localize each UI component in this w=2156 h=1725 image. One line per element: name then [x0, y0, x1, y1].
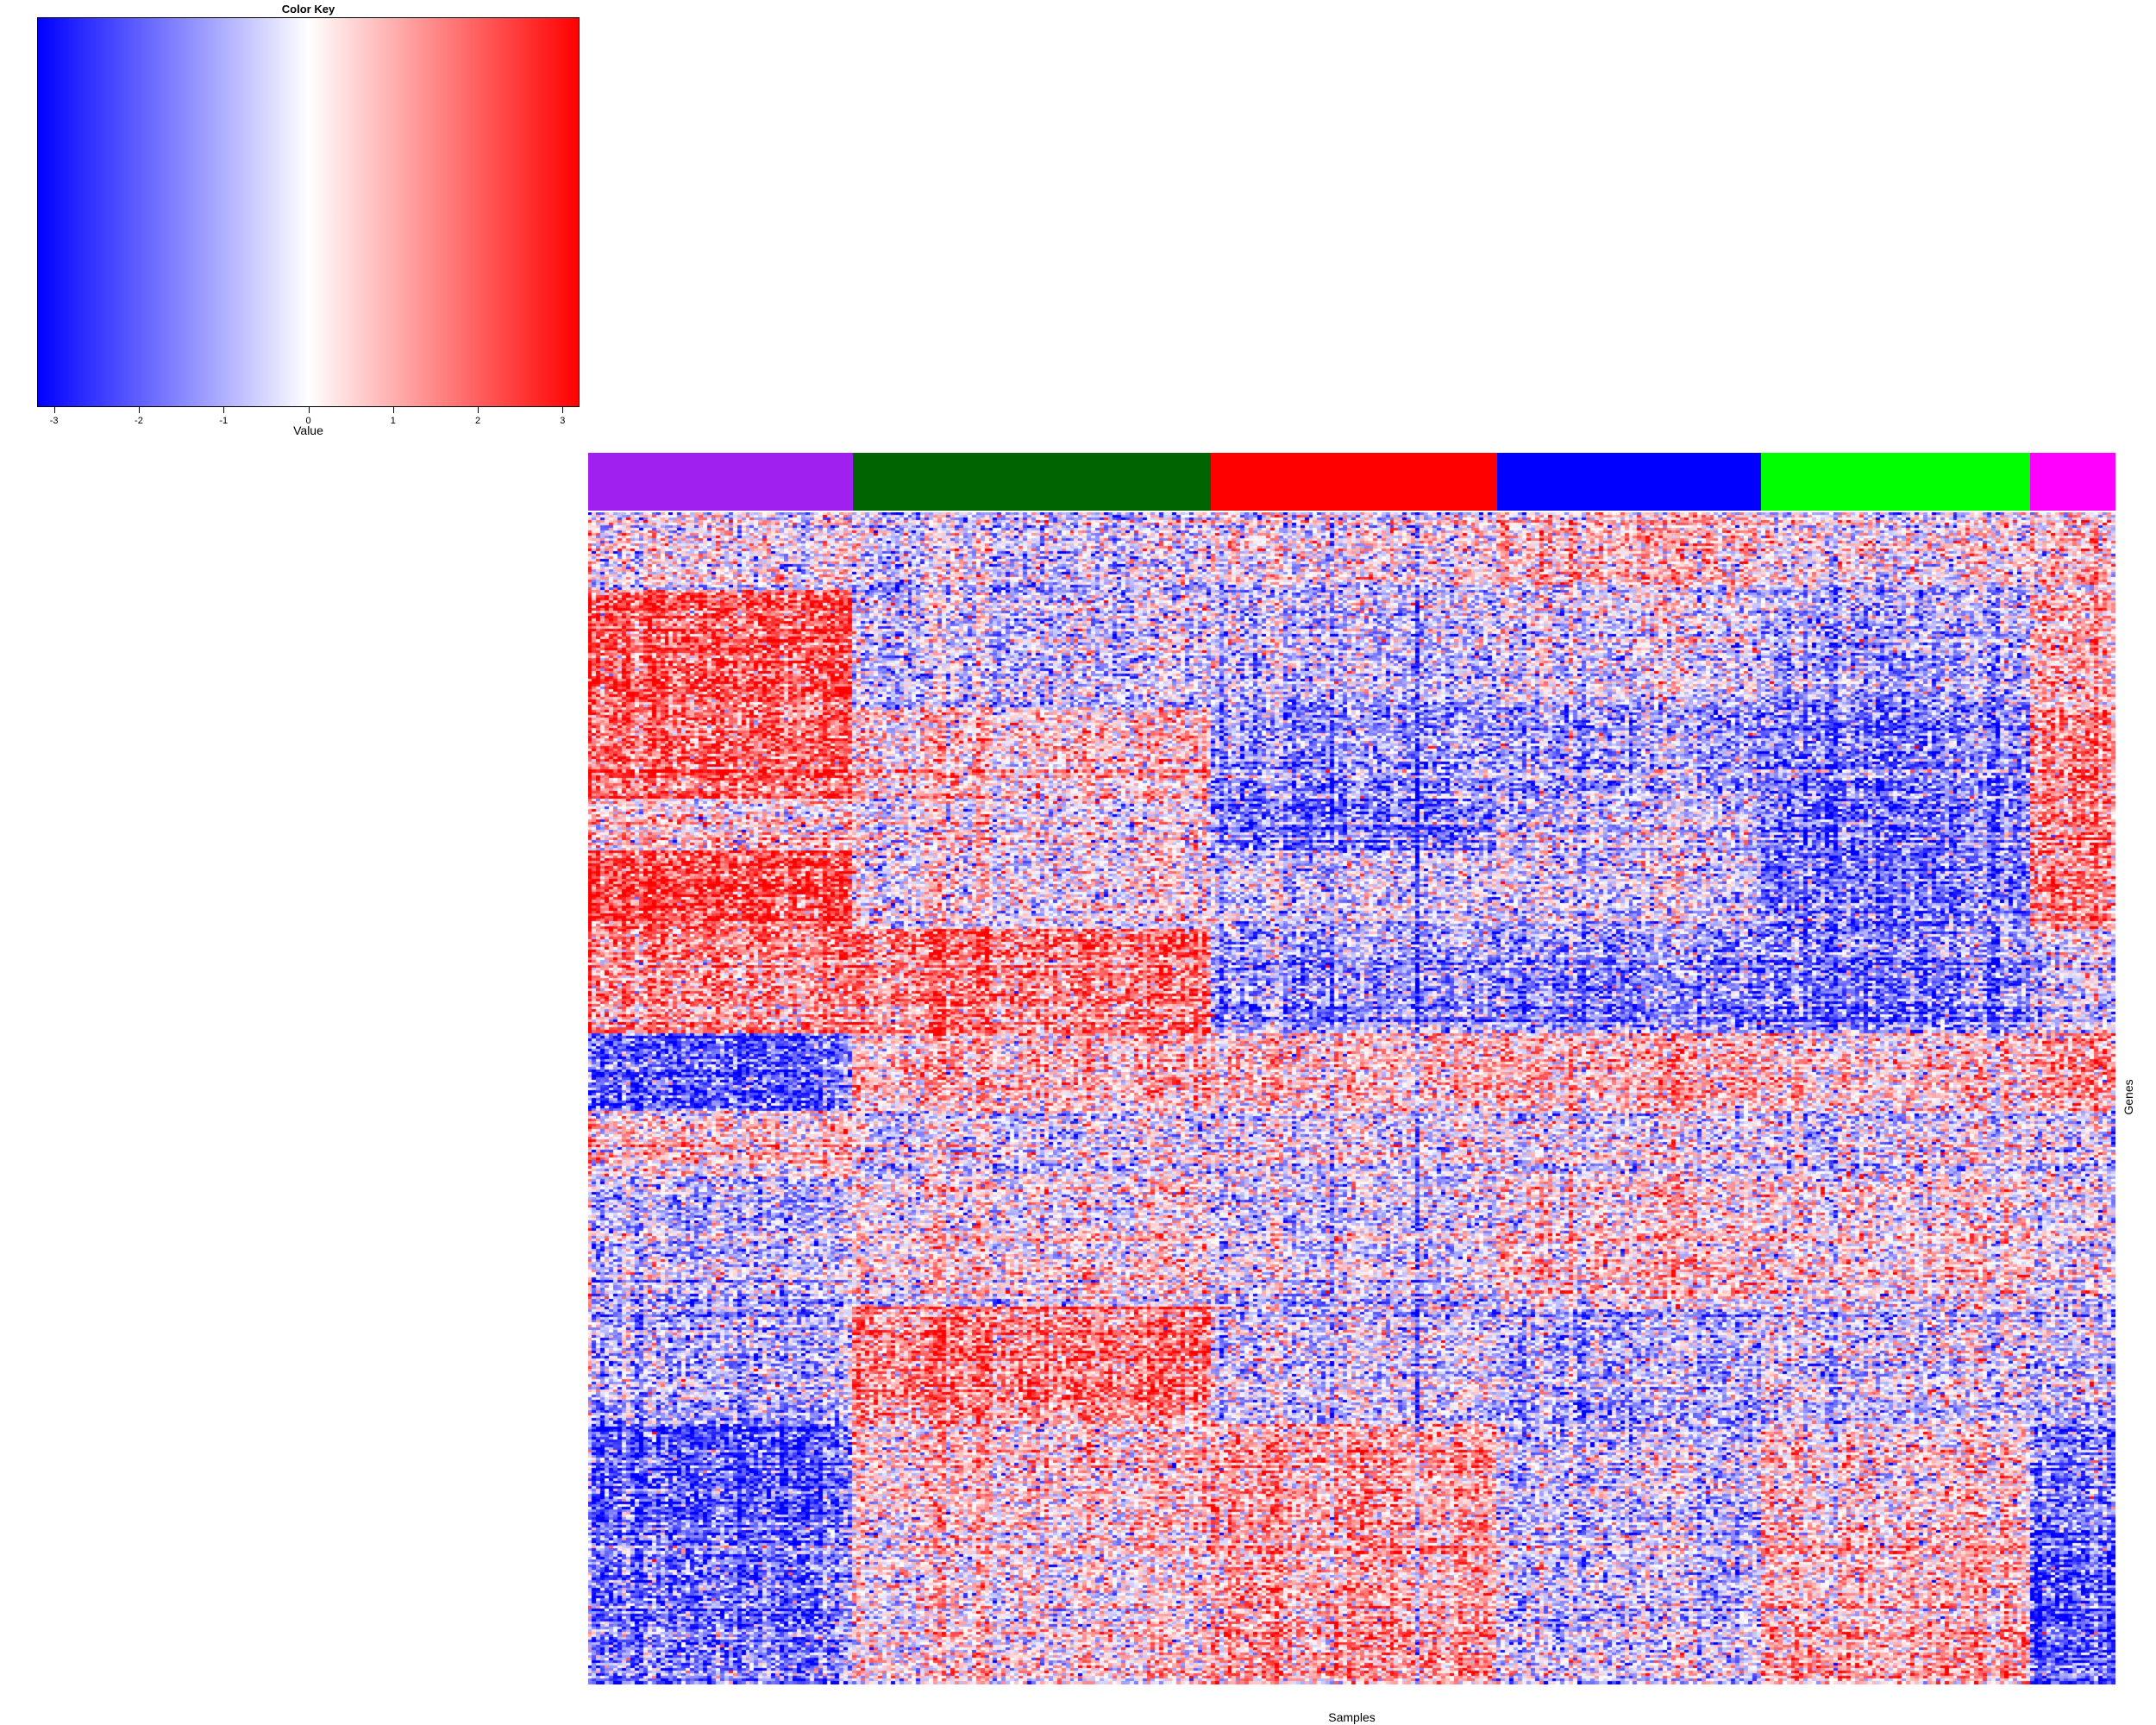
color-key-tick-label: -1 [219, 416, 229, 426]
color-key-title: Color Key [281, 3, 335, 16]
sample-group-band [1761, 453, 2030, 511]
x-axis-label: Samples [1328, 1710, 1376, 1724]
color-key-tick-label: 1 [390, 416, 396, 426]
color-key-tick [392, 407, 394, 413]
color-key-tick [478, 407, 479, 413]
color-key-tick [138, 407, 140, 413]
color-key-tick-label: 2 [475, 416, 481, 426]
heatmap-cells [588, 512, 2115, 1684]
sample-group-band [2030, 453, 2115, 511]
color-key-tick-label: 3 [560, 416, 566, 426]
sample-group-band [1211, 453, 1497, 511]
sample-group-band [588, 453, 853, 511]
color-key-label: Value [293, 423, 323, 437]
color-key-tick [562, 407, 564, 413]
color-key-tick [53, 407, 55, 413]
y-axis-label: Genes [2122, 1079, 2135, 1115]
color-key-tick-label: -2 [135, 416, 143, 426]
color-key-tick-label: 0 [305, 416, 311, 426]
color-key-tick [308, 407, 310, 413]
heatmap-plot-area [588, 512, 2115, 1684]
color-key-gradient [37, 17, 580, 407]
sample-group-band [853, 453, 1211, 511]
color-key-tick-label: -3 [49, 416, 59, 426]
sample-group-colorbar [588, 453, 2115, 511]
color-key-tick [223, 407, 225, 413]
sample-group-band [1497, 453, 1761, 511]
